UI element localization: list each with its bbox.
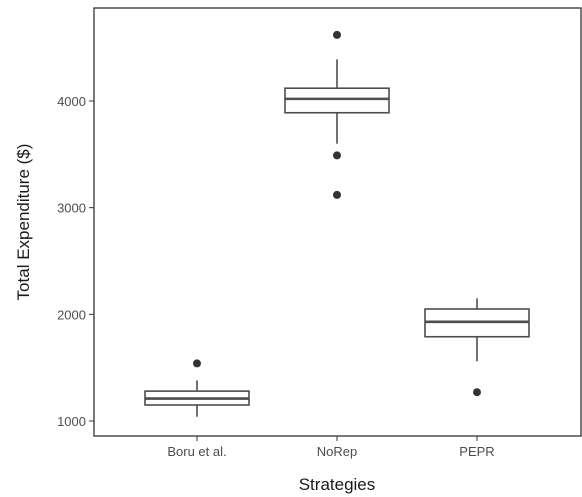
y-tick-label: 1000 xyxy=(57,414,86,429)
y-tick-label: 4000 xyxy=(57,94,86,109)
plot-panel-border xyxy=(93,7,582,437)
x-axis: Boru et al. NoRep PEPR xyxy=(167,436,495,459)
outlier-point xyxy=(473,388,481,397)
iqr-box xyxy=(284,87,390,114)
y-tick-label: 2000 xyxy=(57,307,86,322)
x-tick-label: Boru et al. xyxy=(167,444,226,459)
box-norep xyxy=(284,30,390,199)
outlier-point xyxy=(193,359,201,368)
outlier-point xyxy=(333,30,341,39)
box-pepr xyxy=(424,298,530,397)
box-boru-et-al xyxy=(144,359,250,417)
x-axis-title: Strategies xyxy=(299,475,376,494)
x-tick-label: PEPR xyxy=(459,444,494,459)
y-tick-label: 3000 xyxy=(57,201,86,216)
boxes xyxy=(144,30,530,417)
y-axis: 1000 2000 3000 4000 xyxy=(57,94,94,429)
outlier-point xyxy=(333,190,341,199)
y-axis-title: Total Expenditure ($) xyxy=(14,144,33,301)
x-tick-label: NoRep xyxy=(317,444,357,459)
outlier-point xyxy=(333,151,341,160)
